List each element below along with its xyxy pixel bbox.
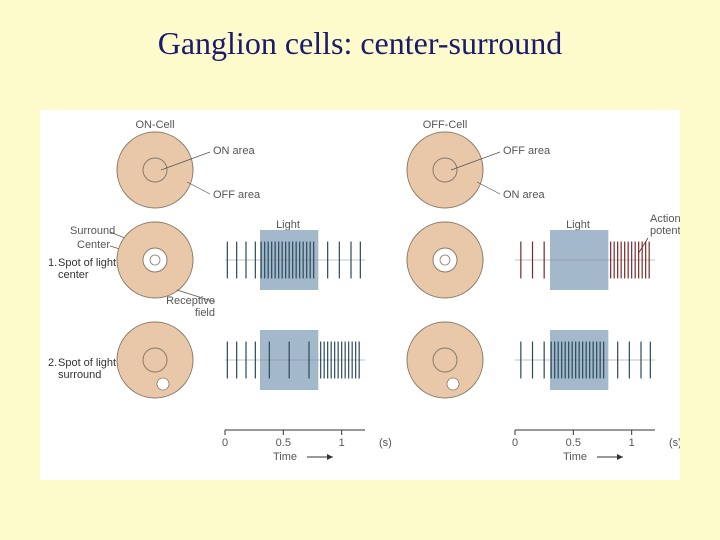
- svg-text:2.: 2.: [48, 357, 57, 369]
- svg-text:Receptivefield: Receptivefield: [166, 295, 215, 319]
- svg-text:0.5: 0.5: [566, 437, 581, 449]
- svg-text:0: 0: [222, 437, 228, 449]
- svg-text:Light: Light: [566, 219, 590, 231]
- svg-text:1: 1: [339, 437, 345, 449]
- svg-text:1: 1: [629, 437, 635, 449]
- diagram-svg: ON-Cell ON area OFF area OFF-Cell OFF area ON…: [40, 110, 680, 480]
- svg-text:0: 0: [512, 437, 518, 449]
- svg-text:(s): (s): [669, 437, 680, 449]
- svg-text:Center: Center: [77, 239, 110, 251]
- svg-text:OFF area: OFF area: [213, 189, 261, 201]
- page-title: Ganglion cells: center-surround: [0, 0, 720, 62]
- svg-text:Time: Time: [273, 451, 297, 463]
- svg-text:Actionpotentials: Actionpotentials: [650, 213, 680, 237]
- svg-text:ON area: ON area: [503, 189, 545, 201]
- svg-text:Light: Light: [276, 219, 300, 231]
- svg-text:ON area: ON area: [213, 145, 255, 157]
- svg-text:0.5: 0.5: [276, 437, 291, 449]
- svg-text:1.: 1.: [48, 257, 57, 269]
- svg-text:OFF area: OFF area: [503, 145, 551, 157]
- svg-text:OFF-Cell: OFF-Cell: [423, 119, 468, 131]
- svg-text:Surround: Surround: [70, 225, 115, 237]
- figure-panel: ON-Cell ON area OFF area OFF-Cell OFF area ON…: [40, 110, 680, 480]
- svg-text:ON-Cell: ON-Cell: [135, 119, 174, 131]
- svg-text:Time: Time: [563, 451, 587, 463]
- svg-text:(s): (s): [379, 437, 392, 449]
